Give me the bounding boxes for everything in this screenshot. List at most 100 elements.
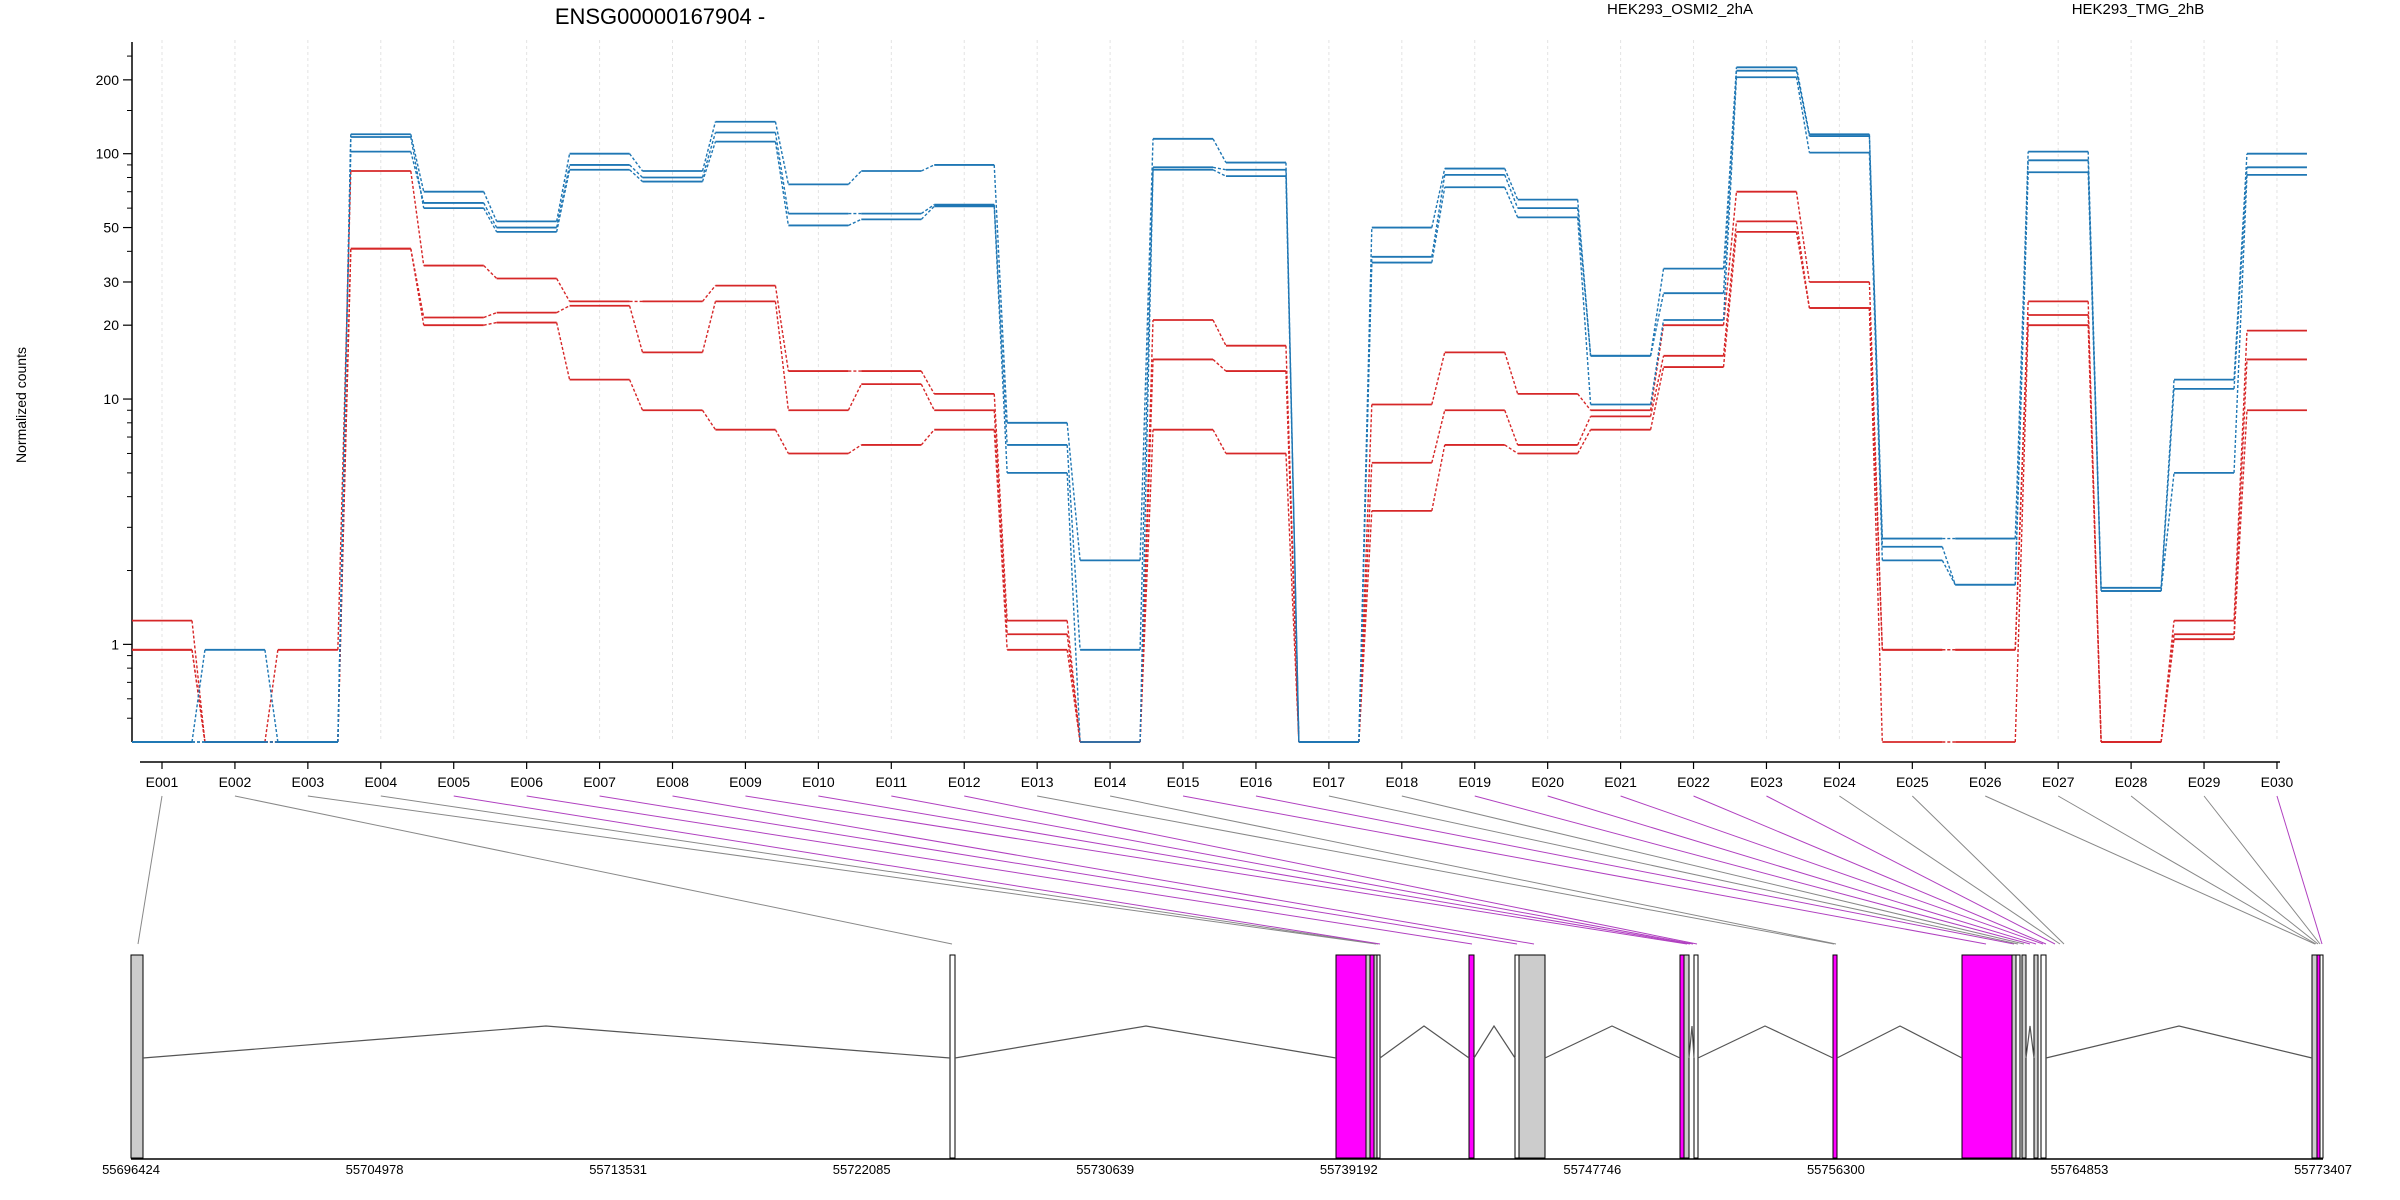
series-connector (993, 393, 1008, 621)
series-connector (2233, 174, 2248, 473)
exon-label-e025: E025 (1896, 774, 1929, 790)
exon-label-e022: E022 (1677, 774, 1710, 790)
series-connector (774, 132, 790, 214)
series-connector (701, 285, 716, 302)
series-connector (2087, 325, 2102, 743)
exon-connector-lines (137, 795, 2323, 945)
series-connector (2233, 167, 2248, 389)
intron-line (2025, 1025, 2035, 1059)
series-connector (1941, 546, 1956, 585)
series-connector (1722, 191, 1738, 326)
y-tick-label: 10 (103, 391, 119, 407)
series-connector (1868, 307, 1884, 743)
series-connector (1431, 444, 1446, 512)
series-osmi2-2 (132, 220, 2307, 743)
series-connector (410, 170, 425, 266)
intron-line (1544, 1025, 1681, 1059)
exon-block (1376, 954, 1381, 1159)
y-tick-label: 30 (103, 274, 119, 290)
y-tick-label: 100 (96, 146, 120, 162)
series-connector (410, 151, 425, 204)
series-connector (1212, 358, 1227, 372)
series-connector (555, 322, 571, 380)
connector-e026 (1985, 795, 2316, 945)
series-connector (1139, 429, 1154, 743)
genomic-coordinate-label: 55730639 (1076, 1162, 1134, 1177)
genomic-coordinate-label: 55704978 (346, 1162, 404, 1177)
series-connector (555, 164, 571, 228)
series-connector (483, 311, 497, 319)
series-connector (1285, 176, 1300, 743)
exon-label-e014: E014 (1094, 774, 1127, 790)
connector-e020 (1547, 795, 2037, 945)
connector-e002 (234, 795, 953, 945)
exon-block (2015, 954, 2021, 1159)
connector-e024 (1839, 795, 2061, 945)
exon-label-e004: E004 (364, 774, 397, 790)
series-connector (556, 278, 571, 302)
connector-e027 (2057, 795, 2317, 945)
connector-e005 (453, 795, 1381, 945)
exon-label-e006: E006 (510, 774, 543, 790)
exon-block (1468, 954, 1475, 1159)
series-connector (1577, 416, 1592, 446)
series-connector (337, 248, 352, 743)
series-connector (1358, 510, 1373, 743)
series-connector (1431, 174, 1446, 257)
genomic-coordinate-axis: 55696424 55704978 55713531 55722085 55730639… (102, 1158, 2352, 1177)
connector-e016 (1255, 795, 2015, 945)
intron-line (142, 1025, 951, 1059)
series-connector (1649, 366, 1665, 430)
y-axis-label: Normalized counts (13, 347, 29, 463)
gene-model-track (130, 954, 2324, 1159)
exon-label-e026: E026 (1969, 774, 2002, 790)
series-connector (1066, 649, 1081, 743)
series-connector (1577, 429, 1592, 454)
exon-label-e005: E005 (437, 774, 470, 790)
connector-e025 (1911, 795, 2065, 945)
series-osmi2-1 (132, 170, 2307, 743)
exon-label-e030: E030 (2261, 774, 2294, 790)
series-connector (1649, 293, 1665, 356)
exon-label-e002: E002 (219, 774, 252, 790)
series-connector (1504, 168, 1519, 200)
connector-e021 (1620, 795, 2044, 945)
series-connector (1212, 166, 1227, 171)
series-connector (629, 169, 643, 183)
series-connector (2233, 330, 2248, 621)
series-connector (920, 429, 935, 446)
series-connector (2233, 410, 2248, 640)
connector-e006 (526, 795, 1473, 945)
series-connector (1066, 444, 1081, 650)
series-connector (1066, 472, 1081, 743)
vertical-gridlines (161, 40, 2278, 742)
exon-label-e021: E021 (1604, 774, 1637, 790)
series-connector (1722, 67, 1738, 269)
y-tick-label: 20 (103, 317, 119, 333)
series-connector (920, 370, 935, 395)
series-connector (483, 321, 497, 326)
series-connector (1358, 262, 1373, 743)
series-connector (1795, 77, 1811, 153)
series-connector (920, 205, 935, 220)
exon-block (949, 954, 956, 1159)
genomic-coordinate-label: 55773407 (2294, 1162, 2352, 1177)
exon-block (2040, 954, 2047, 1159)
intron-line (1473, 1024, 1516, 1059)
connector-e001 (137, 795, 163, 945)
exon-block (1683, 954, 1690, 1159)
exon-block (1514, 954, 1520, 1159)
connector-e004 (380, 795, 1379, 945)
legend-entry-tmg: HEK293_TMG_2hB (2072, 1, 2205, 18)
series-connector (774, 285, 790, 372)
connector-e022 (1693, 795, 2047, 945)
connector-e030 (2276, 795, 2323, 945)
connector-e012 (964, 795, 1698, 945)
series-connector (629, 164, 643, 178)
intron-line (954, 1025, 1337, 1059)
series-connector (1285, 371, 1300, 743)
series-connector (1431, 410, 1446, 463)
series-connector (1066, 634, 1081, 743)
series-connector (1431, 168, 1446, 228)
